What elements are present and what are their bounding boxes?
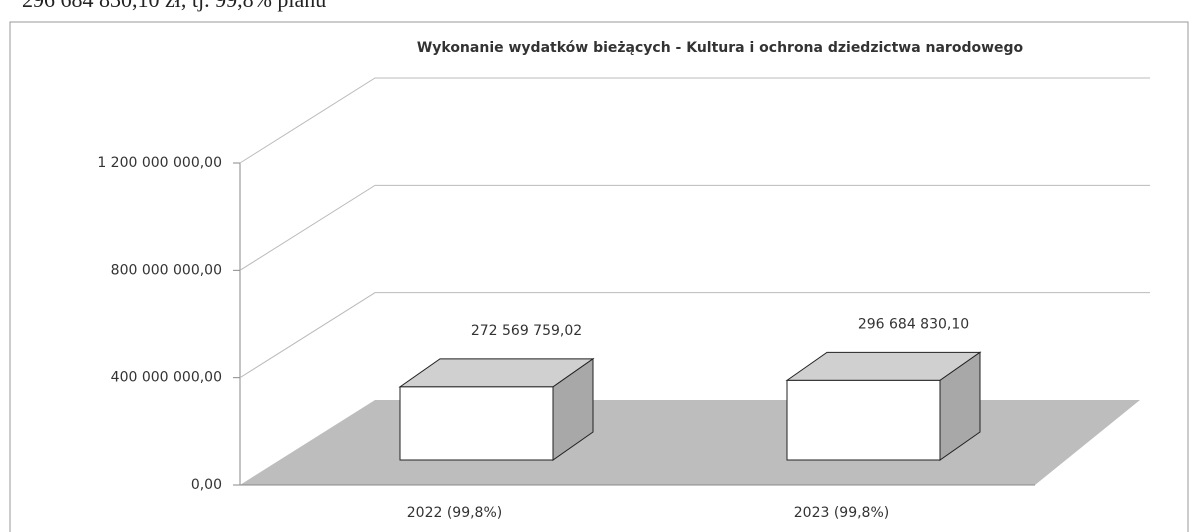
chart-title: Wykonanie wydatków bieżących - Kultura i…	[417, 40, 1024, 56]
grid-line	[239, 292, 1150, 379]
grid-line	[239, 184, 1150, 271]
data-label: 272 569 759,02	[471, 323, 582, 339]
y-tick-label: 1 200 000 000,00	[97, 155, 222, 171]
grid-line	[239, 77, 1150, 164]
x-tick-label: 2023 (99,8%)	[794, 505, 889, 521]
y-tick-label: 400 000 000,00	[111, 370, 222, 386]
data-label: 296 684 830,10	[858, 316, 969, 332]
text-above: 296 684 830,10 zł, tj. 99,8% planu	[22, 0, 326, 12]
y-tick-label: 800 000 000,00	[111, 262, 222, 278]
bar	[399, 386, 554, 461]
floor	[240, 400, 1140, 485]
y-tick-label: 0,00	[191, 477, 222, 493]
x-tick-label: 2022 (99,8%)	[407, 505, 502, 521]
bar	[786, 379, 941, 461]
chart-frame	[9, 21, 1189, 532]
